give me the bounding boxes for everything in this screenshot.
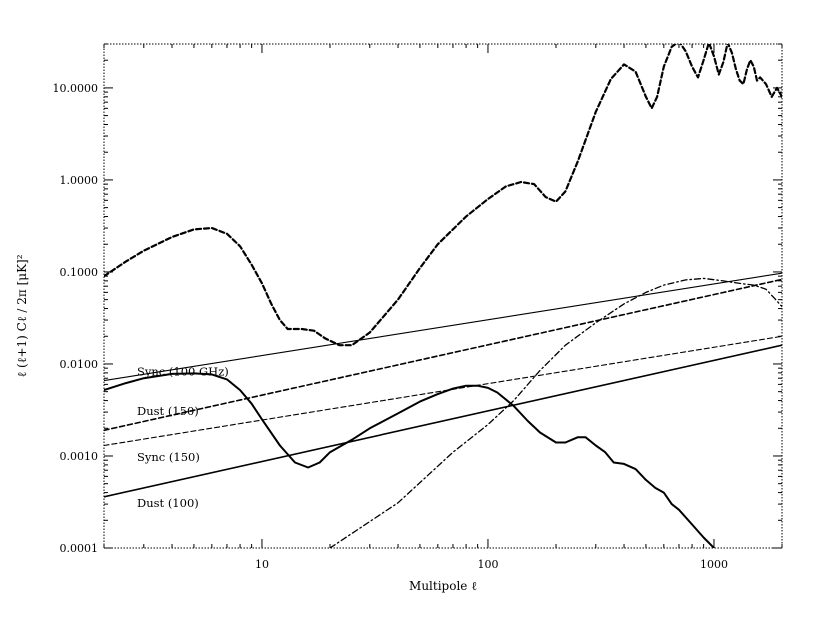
series-line-5 [104,335,782,447]
y-tick-label: 0.0100 [60,358,99,371]
series-line-7 [329,277,782,548]
tick-label-layer: 10 100 1000 0.0001 0.0010 0.0100 0.1000 1.0000 1… [53,82,728,571]
series-annotation-3: Sync (150) [137,450,200,464]
series-line-4 [104,278,782,432]
x-tick-label: 1000 [700,558,728,571]
plot-frame [103,43,783,549]
y-axis-title: ℓ (ℓ+1) Cℓ / 2π [μK]² [15,254,29,377]
series-annotation-4: Dust (100) [137,496,199,510]
y-tick-label: 10.0000 [53,82,99,95]
series-layer [104,44,782,548]
series-line-6 [104,344,782,498]
x-axis-title: Multipole ℓ [409,579,477,593]
y-tick-label: 0.0010 [60,450,99,463]
ticks-layer [103,43,783,549]
x-tick-label: 10 [255,558,269,571]
y-tick-label: 1.0000 [60,174,99,187]
y-tick-label: 0.1000 [60,266,99,279]
series-annotation-2: Dust (150) [137,404,199,418]
x-tick-label: 100 [477,558,498,571]
y-tick-label: 0.0001 [60,542,99,555]
series-line-1 [104,44,782,347]
series-line-3 [104,272,782,382]
series-annotation-1: Sync (100 GHz) [137,364,229,378]
annotation-layer: Sync (100 GHz) Dust (150) Sync (150) Dust (… [137,364,229,509]
